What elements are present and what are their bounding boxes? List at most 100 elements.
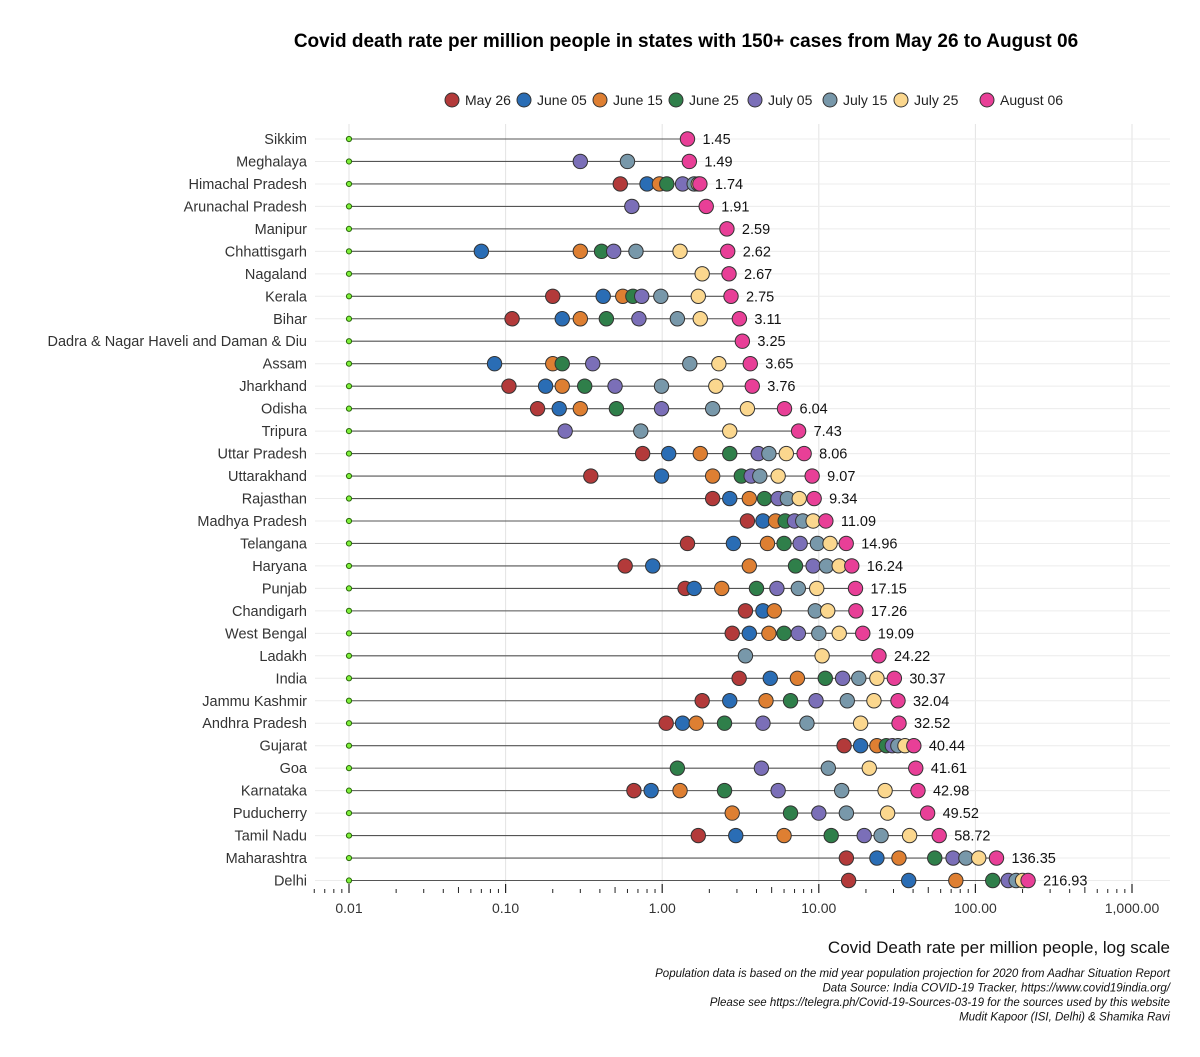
state-label: Chhattisgarh bbox=[225, 244, 307, 260]
state-row-gujarat: Gujarat 40.44 bbox=[259, 737, 965, 755]
state-label: Madhya Pradesh bbox=[197, 514, 307, 530]
value-label: 14.96 bbox=[861, 536, 897, 552]
point-june-25 bbox=[598, 311, 615, 327]
value-label: 11.09 bbox=[841, 514, 876, 530]
point-july-05 bbox=[792, 535, 808, 552]
value-label: 42.98 bbox=[933, 784, 969, 800]
legend-swatch-june-25 bbox=[668, 92, 684, 108]
state-label: Haryana bbox=[252, 559, 308, 575]
state-label: Rajasthan bbox=[242, 492, 307, 508]
point-july-05 bbox=[834, 670, 851, 686]
point-july-15 bbox=[633, 423, 649, 439]
point-july-25 bbox=[831, 625, 847, 642]
point-july-25 bbox=[722, 423, 738, 439]
state-row-kerala: Kerala 2.75 bbox=[265, 288, 774, 305]
x-tick-label: 0.10 bbox=[492, 900, 519, 916]
point-august-06 bbox=[871, 648, 887, 664]
point-august-06 bbox=[790, 423, 807, 439]
point-august-06 bbox=[734, 333, 751, 349]
point-june-15 bbox=[554, 378, 570, 394]
state-label: Punjab bbox=[262, 581, 307, 597]
point-july-25 bbox=[879, 805, 896, 821]
x-tick-label: 0.01 bbox=[335, 900, 362, 916]
point-june-25 bbox=[776, 535, 792, 552]
point-june-15 bbox=[789, 670, 806, 686]
point-june-05 bbox=[660, 445, 677, 462]
state-label: Delhi bbox=[274, 874, 307, 890]
point-june-15 bbox=[766, 603, 783, 619]
point-june-15 bbox=[741, 490, 758, 507]
legend-label-june-05: June 05 bbox=[537, 92, 587, 108]
value-label: 8.06 bbox=[819, 447, 847, 463]
baseline-point bbox=[345, 495, 353, 502]
point-july-15 bbox=[669, 311, 686, 327]
point-may-26 bbox=[529, 400, 546, 417]
captions: Population data is based on the mid year… bbox=[655, 968, 1172, 1024]
point-may-26 bbox=[840, 872, 857, 889]
point-june-15 bbox=[672, 782, 688, 799]
value-label: 30.37 bbox=[909, 671, 945, 687]
point-august-06 bbox=[806, 490, 822, 507]
point-august-06 bbox=[721, 266, 737, 282]
state-label: Assam bbox=[263, 357, 307, 373]
legend-swatch-august-06 bbox=[979, 92, 995, 108]
state-label: Tripura bbox=[262, 424, 308, 440]
point-june-05 bbox=[537, 378, 554, 394]
gridlines bbox=[315, 124, 1170, 893]
state-label: Maharashtra bbox=[226, 851, 308, 867]
value-label: 2.62 bbox=[743, 244, 771, 260]
value-label: 3.76 bbox=[767, 379, 795, 395]
legend-swatch-july-05 bbox=[747, 92, 763, 108]
point-august-06 bbox=[906, 737, 922, 754]
state-row-madhya-pradesh: Madhya Pradesh 11.09 bbox=[197, 513, 876, 530]
legend-label-july-25: July 25 bbox=[914, 92, 959, 108]
point-june-25 bbox=[985, 872, 1001, 889]
point-june-15 bbox=[759, 535, 776, 552]
state-label: Arunachal Pradesh bbox=[184, 199, 307, 215]
point-may-26 bbox=[679, 535, 696, 552]
point-june-25 bbox=[787, 558, 804, 574]
value-label: 3.11 bbox=[754, 312, 781, 328]
point-august-06 bbox=[692, 176, 708, 192]
point-june-05 bbox=[852, 737, 869, 754]
point-july-25 bbox=[690, 288, 706, 304]
point-july-25 bbox=[809, 580, 825, 597]
state-row-odisha: Odisha 6.04 bbox=[261, 400, 828, 418]
baseline-point bbox=[345, 787, 353, 794]
point-july-25 bbox=[971, 850, 987, 866]
point-july-15 bbox=[653, 378, 670, 394]
point-june-25 bbox=[669, 760, 686, 776]
point-june-15 bbox=[891, 850, 907, 866]
point-july-05 bbox=[945, 850, 961, 866]
point-july-15 bbox=[838, 805, 855, 821]
state-row-dadra-and-nagar-haveli-and-daman-and-diu: Dadra & Nagar Haveli and Daman & Diu 3.25 bbox=[47, 333, 786, 350]
state-label: Ladakh bbox=[259, 649, 307, 665]
point-june-15 bbox=[704, 468, 721, 484]
point-may-26 bbox=[545, 288, 561, 304]
baseline-point bbox=[345, 675, 353, 682]
point-june-25 bbox=[608, 400, 625, 417]
point-june-15 bbox=[776, 827, 792, 844]
point-may-26 bbox=[617, 558, 633, 574]
point-june-15 bbox=[758, 693, 774, 709]
state-label: Chandigarh bbox=[232, 604, 307, 620]
baseline-point bbox=[345, 697, 353, 704]
baseline-point bbox=[345, 472, 353, 480]
baseline-point bbox=[345, 562, 353, 570]
point-august-06 bbox=[848, 603, 864, 619]
value-label: 136.35 bbox=[1011, 851, 1055, 867]
point-july-15 bbox=[790, 580, 807, 597]
state-label: Bihar bbox=[273, 312, 307, 328]
point-june-15 bbox=[741, 558, 758, 574]
point-may-26 bbox=[731, 670, 747, 686]
point-august-06 bbox=[988, 850, 1005, 866]
state-row-chhattisgarh: Chhattisgarh 2.62 bbox=[225, 243, 771, 260]
baseline-point bbox=[345, 428, 353, 435]
point-june-05 bbox=[551, 400, 567, 417]
baseline-point bbox=[345, 652, 353, 659]
state-label: Goa bbox=[280, 761, 308, 777]
point-july-25 bbox=[791, 490, 807, 507]
point-august-06 bbox=[818, 513, 834, 529]
point-june-05 bbox=[722, 693, 738, 709]
baseline-point bbox=[345, 270, 353, 277]
